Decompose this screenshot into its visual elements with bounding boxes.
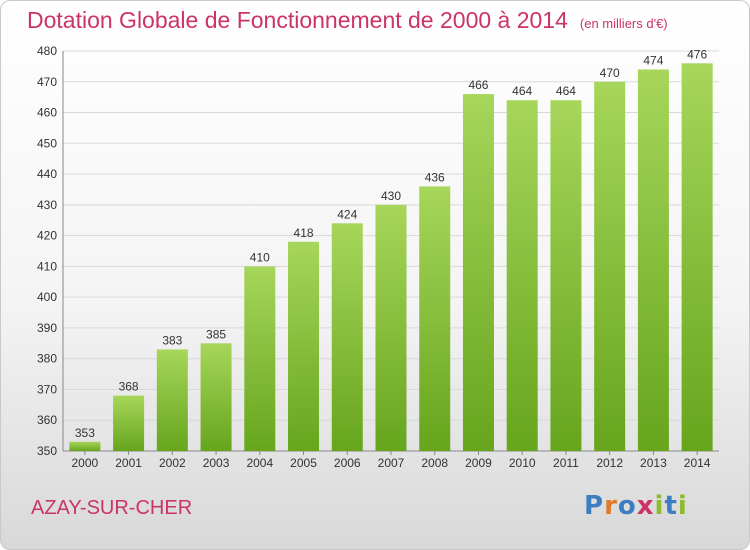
bar <box>331 223 363 451</box>
data-label: 385 <box>206 327 226 341</box>
y-tick-label: 450 <box>37 136 57 150</box>
x-tick-label: 2011 <box>553 456 579 470</box>
commune-name: AZAY-SUR-CHER <box>31 497 193 519</box>
bar <box>288 241 320 451</box>
chart-title: Dotation Globale de Fonctionnement de 20… <box>27 7 568 33</box>
logo-letter: P <box>584 491 605 521</box>
logo-letter: r <box>604 491 618 521</box>
unit-note: (en milliers d'€) <box>579 16 668 31</box>
data-label: 368 <box>119 380 139 394</box>
bar <box>375 204 407 451</box>
logo-letter: o <box>617 491 637 521</box>
bar <box>200 343 232 451</box>
x-tick-label: 2008 <box>421 456 448 470</box>
x-tick-label: 2002 <box>159 456 186 470</box>
bar <box>506 100 538 451</box>
data-label: 410 <box>250 250 270 264</box>
bar <box>69 441 101 451</box>
x-tick-label: 2009 <box>465 456 492 470</box>
y-tick-label: 410 <box>37 259 57 273</box>
y-tick-label: 470 <box>37 75 57 89</box>
x-tick-label: 2005 <box>290 456 317 470</box>
x-tick-label: 2000 <box>72 456 99 470</box>
y-tick-label: 420 <box>37 229 57 243</box>
data-label: 476 <box>687 47 707 61</box>
data-label: 418 <box>294 226 314 240</box>
x-tick-label: 2012 <box>596 456 623 470</box>
logo-letter: i <box>677 491 688 521</box>
x-tick-label: 2006 <box>334 456 361 470</box>
x-tick-label: 2014 <box>684 456 711 470</box>
proxiti-logo: Proxiti <box>584 491 688 521</box>
y-tick-label: 380 <box>37 352 57 366</box>
x-tick-label: 2010 <box>509 456 536 470</box>
x-tick-label: 2007 <box>378 456 405 470</box>
bar <box>637 69 669 451</box>
bar <box>419 186 451 451</box>
bar <box>681 63 713 452</box>
y-tick-label: 460 <box>37 106 57 120</box>
data-label: 383 <box>162 333 182 347</box>
bar <box>594 81 626 452</box>
logo-letter: t <box>664 491 678 521</box>
logo-letter: i <box>654 491 665 521</box>
data-label: 430 <box>381 189 401 203</box>
x-tick-label: 2013 <box>640 456 667 470</box>
chart-title-block: Dotation Globale de Fonctionnement de 20… <box>27 7 668 34</box>
bar <box>244 266 276 451</box>
y-tick-label: 360 <box>37 413 57 427</box>
y-tick-label: 390 <box>37 321 57 335</box>
y-tick-label: 350 <box>37 444 57 458</box>
data-label: 470 <box>600 66 620 80</box>
logo-letter: x <box>636 491 655 521</box>
data-label: 464 <box>512 84 532 98</box>
data-label: 474 <box>643 53 663 67</box>
y-tick-label: 480 <box>37 44 57 58</box>
data-label: 353 <box>75 426 95 440</box>
bar <box>550 100 582 451</box>
bar <box>462 94 494 452</box>
x-tick-label: 2004 <box>246 456 273 470</box>
x-tick-label: 2001 <box>115 456 142 470</box>
x-tick-label: 2003 <box>203 456 230 470</box>
data-label: 424 <box>337 207 357 221</box>
y-tick-label: 430 <box>37 198 57 212</box>
data-label: 436 <box>425 170 445 184</box>
data-label: 464 <box>556 84 576 98</box>
bar <box>156 349 188 451</box>
data-label: 466 <box>468 78 488 92</box>
y-tick-label: 370 <box>37 382 57 396</box>
y-tick-label: 440 <box>37 167 57 181</box>
bar <box>113 395 145 451</box>
y-tick-label: 400 <box>37 290 57 304</box>
